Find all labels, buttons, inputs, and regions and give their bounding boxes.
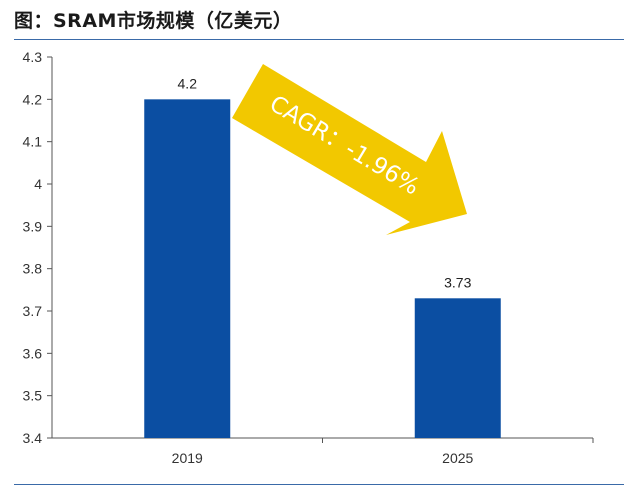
cagr-arrow: CAGR：-1.96% — [232, 64, 467, 235]
chart-title: 图：SRAM市场规模（亿美元） — [14, 10, 293, 32]
y-tick-label: 4 — [34, 176, 42, 192]
down-right-arrow-icon — [232, 64, 467, 235]
x-tick-label: 2025 — [442, 450, 473, 466]
y-axis-ticks: 3.4 3.5 3.6 3.7 3.8 3.9 4 4.1 4.2 4.3 — [23, 49, 52, 446]
y-tick-label: 4.3 — [23, 49, 43, 65]
data-label: 3.73 — [444, 274, 471, 290]
bar-2019 — [144, 99, 231, 438]
x-tick-label: 2019 — [172, 450, 203, 466]
y-tick-label: 4.1 — [23, 134, 43, 150]
bottom-rule — [14, 484, 624, 485]
y-tick-label: 3.9 — [23, 218, 43, 234]
bar-2025 — [414, 298, 501, 438]
y-tick-label: 3.5 — [23, 388, 43, 404]
y-tick-label: 4.2 — [23, 91, 43, 107]
data-label: 4.2 — [178, 75, 198, 91]
title-underline — [14, 39, 624, 40]
y-tick-label: 3.6 — [23, 345, 43, 361]
y-tick-label: 3.4 — [23, 430, 43, 446]
y-tick-label: 3.7 — [23, 303, 43, 319]
y-tick-label: 3.8 — [23, 261, 43, 277]
